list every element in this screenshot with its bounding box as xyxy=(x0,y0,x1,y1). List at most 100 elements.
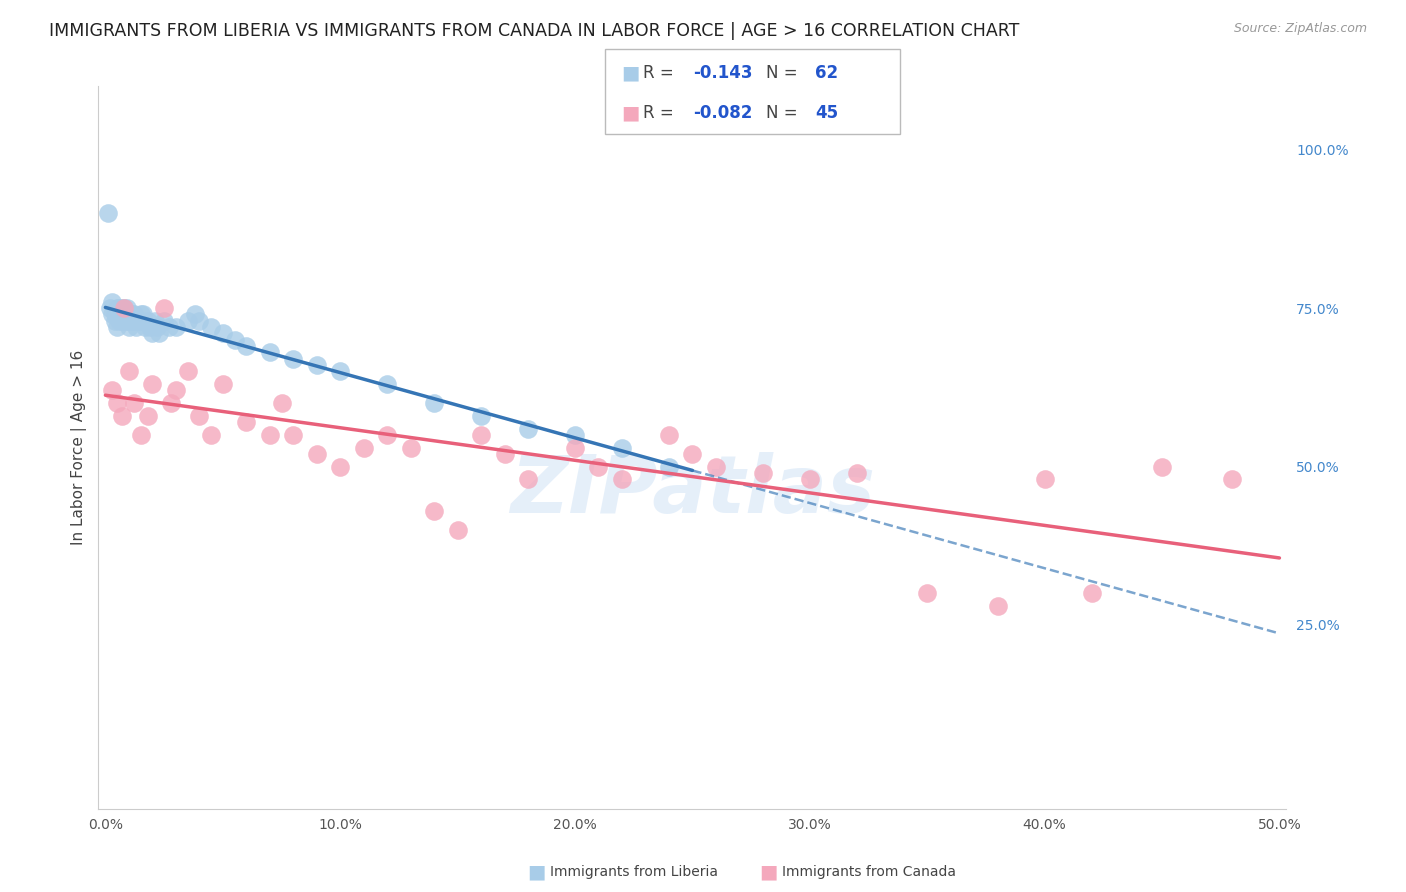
Point xyxy=(329,459,352,474)
Point xyxy=(118,314,141,328)
Point xyxy=(1222,472,1244,486)
Text: ■: ■ xyxy=(621,103,640,123)
Text: -0.082: -0.082 xyxy=(693,104,752,122)
Point xyxy=(104,308,127,322)
Point xyxy=(129,308,152,322)
Point xyxy=(98,301,121,315)
Point xyxy=(845,466,868,480)
Point xyxy=(115,308,138,322)
Point xyxy=(160,396,183,410)
Point xyxy=(112,301,135,315)
Point xyxy=(200,320,222,334)
Point xyxy=(108,308,131,322)
Point xyxy=(108,314,131,328)
Text: R =: R = xyxy=(643,104,679,122)
Point xyxy=(101,308,124,322)
Point xyxy=(176,314,198,328)
Point xyxy=(134,320,156,334)
Point xyxy=(115,301,138,315)
Point xyxy=(129,427,152,442)
Point xyxy=(517,472,540,486)
Point xyxy=(111,308,134,322)
Point xyxy=(270,396,292,410)
Point xyxy=(108,301,131,315)
Point xyxy=(188,409,211,423)
Text: Immigrants from Canada: Immigrants from Canada xyxy=(782,865,956,880)
Point xyxy=(353,441,375,455)
Point xyxy=(141,326,163,341)
Point xyxy=(141,377,163,392)
Text: -0.143: -0.143 xyxy=(693,64,752,82)
Text: Immigrants from Liberia: Immigrants from Liberia xyxy=(550,865,717,880)
Point xyxy=(235,415,257,429)
Point xyxy=(375,377,398,392)
Point xyxy=(1033,472,1056,486)
Point xyxy=(494,447,516,461)
Point xyxy=(200,427,222,442)
Point xyxy=(470,409,492,423)
Point xyxy=(681,447,703,461)
Point xyxy=(153,314,176,328)
Text: 62: 62 xyxy=(815,64,838,82)
Point xyxy=(118,320,141,334)
Point xyxy=(112,301,135,315)
Point xyxy=(987,599,1010,613)
Point xyxy=(122,396,145,410)
Point xyxy=(101,384,124,398)
Point xyxy=(610,472,633,486)
Y-axis label: In Labor Force | Age > 16: In Labor Force | Age > 16 xyxy=(72,350,87,545)
Point xyxy=(259,345,281,359)
Point xyxy=(588,459,610,474)
Point xyxy=(423,504,446,518)
Point xyxy=(446,523,468,537)
Point xyxy=(136,409,159,423)
Point xyxy=(115,314,138,328)
Point xyxy=(564,427,586,442)
Point xyxy=(375,427,398,442)
Point xyxy=(125,320,148,334)
Point xyxy=(105,320,128,334)
Text: N =: N = xyxy=(766,104,803,122)
Text: N =: N = xyxy=(766,64,803,82)
Point xyxy=(176,364,198,378)
Point xyxy=(235,339,257,353)
Point xyxy=(136,314,159,328)
Point xyxy=(259,427,281,442)
Point xyxy=(658,427,681,442)
Text: ■: ■ xyxy=(759,863,778,882)
Point xyxy=(120,314,142,328)
Point xyxy=(283,427,305,442)
Point xyxy=(101,294,124,309)
Text: R =: R = xyxy=(643,64,679,82)
Point xyxy=(610,441,633,455)
Point xyxy=(283,351,305,366)
Point xyxy=(329,364,352,378)
Point xyxy=(112,308,135,322)
Point xyxy=(111,314,134,328)
Point xyxy=(211,377,233,392)
Point xyxy=(132,308,155,322)
Point xyxy=(120,308,142,322)
Point xyxy=(517,421,540,435)
Point xyxy=(752,466,775,480)
Point xyxy=(122,314,145,328)
Point xyxy=(118,364,141,378)
Point xyxy=(139,320,162,334)
Point xyxy=(129,314,152,328)
Point xyxy=(183,308,205,322)
Point xyxy=(658,459,681,474)
Point xyxy=(564,441,586,455)
Text: IMMIGRANTS FROM LIBERIA VS IMMIGRANTS FROM CANADA IN LABOR FORCE | AGE > 16 CORR: IMMIGRANTS FROM LIBERIA VS IMMIGRANTS FR… xyxy=(49,22,1019,40)
Point xyxy=(111,301,134,315)
Point xyxy=(305,358,328,372)
Point xyxy=(122,308,145,322)
Point xyxy=(118,308,141,322)
Point xyxy=(423,396,446,410)
Point xyxy=(165,384,187,398)
Point xyxy=(146,320,169,334)
Point xyxy=(105,396,128,410)
Point xyxy=(127,314,149,328)
Point xyxy=(1150,459,1173,474)
Point xyxy=(399,441,422,455)
Point xyxy=(211,326,233,341)
